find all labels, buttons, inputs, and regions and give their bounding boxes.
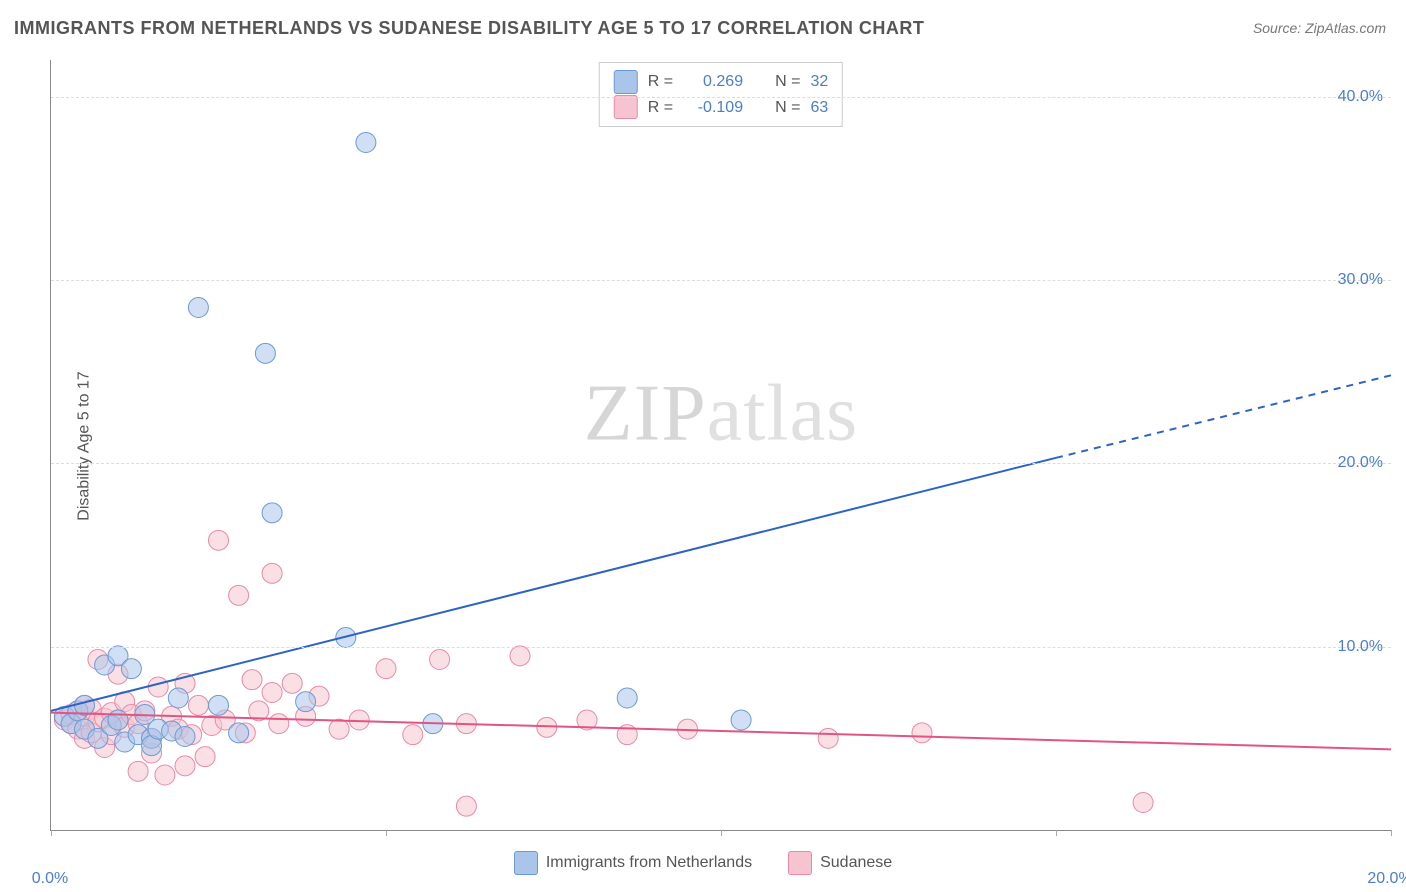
scatter-point-sudanese [818,728,838,748]
legend-r-value: 0.269 [683,69,743,95]
scatter-point-sudanese [128,761,148,781]
scatter-point-netherlands [296,692,316,712]
legend-item: Immigrants from Netherlands [514,851,752,875]
scatter-point-sudanese [175,756,195,776]
gridline-h [51,463,1391,464]
x-tick [386,830,387,836]
scatter-point-netherlands [121,659,141,679]
scatter-point-netherlands [255,343,275,363]
scatter-point-netherlands [356,133,376,153]
scatter-point-sudanese [242,670,262,690]
chart-title: IMMIGRANTS FROM NETHERLANDS VS SUDANESE … [14,18,924,39]
legend-swatch [788,851,812,875]
chart-svg [51,60,1391,830]
x-tick [1056,830,1057,836]
y-tick-label: 40.0% [1338,88,1383,106]
legend-n-value: 32 [810,69,828,95]
y-tick-label: 30.0% [1338,271,1383,289]
gridline-h [51,97,1391,98]
scatter-point-sudanese [282,673,302,693]
scatter-point-sudanese [262,563,282,583]
gridline-h [51,647,1391,648]
y-tick-label: 20.0% [1338,454,1383,472]
scatter-point-sudanese [262,683,282,703]
scatter-point-sudanese [403,725,423,745]
scatter-point-sudanese [188,695,208,715]
scatter-point-netherlands [175,727,195,747]
scatter-point-netherlands [229,723,249,743]
x-tick-max: 20.0% [1367,870,1406,888]
scatter-point-netherlands [75,695,95,715]
legend-r-value: -0.109 [683,95,743,121]
source-attribution: Source: ZipAtlas.com [1253,20,1386,36]
correlation-legend: R = 0.269 N = 32 R = -0.109 N = 63 [599,62,843,127]
scatter-point-sudanese [195,747,215,767]
legend-label: Immigrants from Netherlands [546,854,752,872]
legend-n-value: 63 [810,95,828,121]
scatter-point-sudanese [456,796,476,816]
legend-n-label: N = [775,95,800,121]
x-tick [51,830,52,836]
legend-item: Sudanese [788,851,892,875]
scatter-point-netherlands [209,695,229,715]
scatter-point-netherlands [617,688,637,708]
scatter-point-netherlands [168,688,188,708]
scatter-point-netherlands [262,503,282,523]
scatter-point-netherlands [188,298,208,318]
chart-container: IMMIGRANTS FROM NETHERLANDS VS SUDANESE … [0,0,1406,892]
gridline-h [51,280,1391,281]
scatter-point-sudanese [510,646,530,666]
legend-swatch [514,851,538,875]
scatter-point-sudanese [269,714,289,734]
legend-r-label: R = [648,95,673,121]
scatter-point-sudanese [148,677,168,697]
scatter-point-netherlands [108,710,128,730]
scatter-point-sudanese [376,659,396,679]
x-tick-min: 0.0% [32,870,68,888]
scatter-point-netherlands [731,710,751,730]
legend-row: R = -0.109 N = 63 [614,95,828,121]
legend-swatch [614,70,638,94]
scatter-point-sudanese [1133,793,1153,813]
legend-r-label: R = [648,69,673,95]
x-tick [1391,830,1392,836]
legend-row: R = 0.269 N = 32 [614,69,828,95]
trendline-netherlands-extrapolated [1056,375,1391,458]
legend-swatch [614,95,638,119]
legend-n-label: N = [775,69,800,95]
scatter-point-sudanese [229,585,249,605]
plot-area: ZIPatlas R =0.269N =32R =-0.109N =63 10.… [50,60,1391,831]
scatter-point-sudanese [430,650,450,670]
scatter-point-sudanese [155,765,175,785]
scatter-point-sudanese [912,723,932,743]
scatter-point-sudanese [329,719,349,739]
trendline-netherlands [51,458,1056,711]
legend-label: Sudanese [820,854,892,872]
y-tick-label: 10.0% [1338,638,1383,656]
x-tick [721,830,722,836]
series-legend: Immigrants from Netherlands Sudanese [0,851,1406,880]
scatter-point-sudanese [209,530,229,550]
